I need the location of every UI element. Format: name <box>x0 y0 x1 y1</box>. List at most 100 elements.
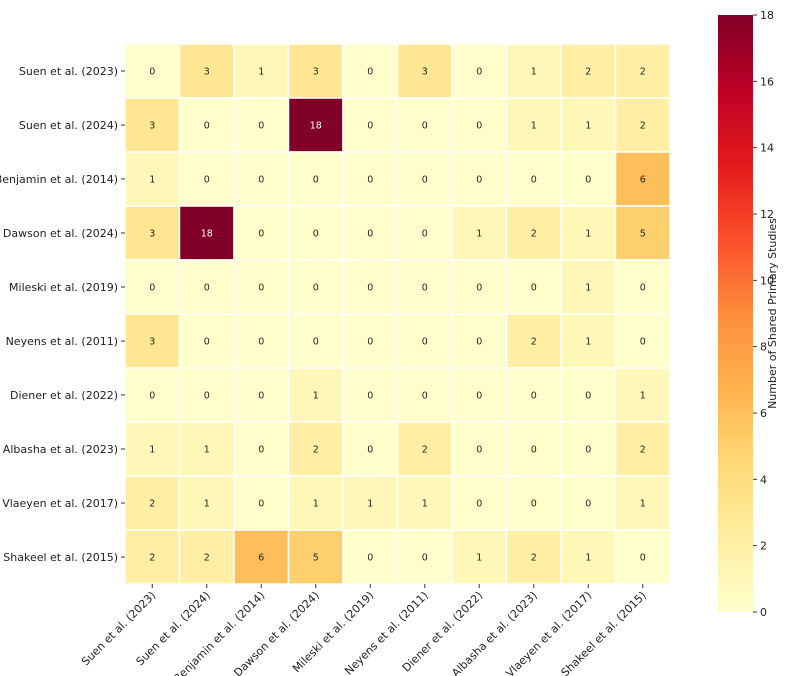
cell-value-label: 0 <box>422 553 428 564</box>
colorbar-tick-label: 18 <box>760 9 774 22</box>
heatmap-cell <box>396 529 453 585</box>
cell-value-label: 0 <box>476 175 482 186</box>
heatmap-cell <box>342 313 399 369</box>
cell-value-label: 1 <box>367 499 373 510</box>
colorbar-gradient <box>718 15 753 612</box>
cell-value-label: 0 <box>531 283 537 294</box>
heatmap-cell <box>614 151 671 207</box>
cell-value-label: 1 <box>204 445 210 456</box>
y-tick-label: Vlaeyen et al. (2017) <box>2 497 118 510</box>
colorbar-tick-label: 16 <box>760 75 774 88</box>
cell-value-label: 0 <box>476 499 482 510</box>
cell-value-label: 0 <box>258 283 264 294</box>
cell-value-label: 0 <box>367 553 373 564</box>
heatmap-cell <box>178 475 235 531</box>
cell-value-label: 2 <box>204 553 210 564</box>
cell-value-label: 1 <box>531 67 537 78</box>
cell-value-label: 1 <box>585 553 591 564</box>
heatmap-cell <box>233 421 290 477</box>
cell-value-label: 0 <box>585 445 591 456</box>
y-axis-tick-labels: Suen et al. (2023) Suen et al. (2024) Benj… <box>0 65 125 564</box>
cell-value-label: 1 <box>640 391 646 402</box>
cell-value-label: 0 <box>585 175 591 186</box>
cell-value-label: 0 <box>367 67 373 78</box>
heatmap-cell <box>287 367 344 423</box>
heatmap-cell <box>178 151 235 207</box>
cell-value-label: 0 <box>204 175 210 186</box>
heatmap-cell <box>560 421 617 477</box>
cell-value-label: 0 <box>476 445 482 456</box>
heatmap-cell <box>505 43 562 99</box>
cell-value-label: 2 <box>313 445 319 456</box>
heatmap-cell <box>178 421 235 477</box>
heatmap-cell <box>233 313 290 369</box>
heatmap-cell <box>451 259 508 315</box>
cell-value-label: 2 <box>640 445 646 456</box>
cell-value-label: 0 <box>531 391 537 402</box>
heatmap-cell <box>505 529 562 585</box>
y-tick-label: Suen et al. (2024) <box>19 119 118 132</box>
colorbar-tick-label: 0 <box>760 606 767 619</box>
cell-value-label: 5 <box>313 553 319 564</box>
heatmap-cell <box>124 529 181 585</box>
cell-value-label: 1 <box>476 229 482 240</box>
cell-value-label: 18 <box>201 229 213 240</box>
heatmap-cell <box>396 313 453 369</box>
colorbar: 0 2 4 6 8 10 12 14 16 18 Number of Shared Primary… <box>718 9 779 619</box>
colorbar-tick-label: 4 <box>760 473 767 486</box>
heatmap-cell <box>178 259 235 315</box>
heatmap-cell <box>124 367 181 423</box>
cell-value-label: 0 <box>422 229 428 240</box>
cell-value-label: 0 <box>531 445 537 456</box>
heatmap-cell <box>505 367 562 423</box>
heatmap-cell <box>560 529 617 585</box>
cell-value-label: 0 <box>531 499 537 510</box>
heatmap-cell <box>614 475 671 531</box>
heatmap-cell <box>178 97 235 153</box>
cell-value-label: 0 <box>476 391 482 402</box>
heatmap-cell <box>451 205 508 261</box>
cell-value-label: 1 <box>640 499 646 510</box>
cell-value-label: 0 <box>367 283 373 294</box>
heatmap-cell <box>124 313 181 369</box>
cell-value-label: 0 <box>313 283 319 294</box>
cell-value-label: 0 <box>531 175 537 186</box>
heatmap-cell <box>342 259 399 315</box>
cell-value-label: 0 <box>476 121 482 132</box>
cell-value-label: 2 <box>640 121 646 132</box>
y-tick-label: Dawson et al. (2024) <box>3 227 118 240</box>
heatmap-cell <box>560 313 617 369</box>
heatmap-cell <box>505 421 562 477</box>
y-tick-label: Neyens et al. (2011) <box>6 335 118 348</box>
heatmap-cell <box>396 367 453 423</box>
cell-value-label: 0 <box>258 337 264 348</box>
heatmap-cell <box>342 421 399 477</box>
colorbar-tick-label: 14 <box>760 142 774 155</box>
cell-value-label: 0 <box>204 337 210 348</box>
heatmap-cell <box>505 475 562 531</box>
cell-value-label: 0 <box>367 121 373 132</box>
heatmap-cell <box>124 205 181 261</box>
cell-value-label: 0 <box>258 391 264 402</box>
cell-value-label: 0 <box>313 229 319 240</box>
cell-value-label: 1 <box>585 337 591 348</box>
cell-value-label: 0 <box>258 175 264 186</box>
heatmap-cell <box>451 475 508 531</box>
heatmap-cell <box>614 97 671 153</box>
cell-value-label: 5 <box>640 229 646 240</box>
cell-value-label: 0 <box>204 283 210 294</box>
cell-value-label: 1 <box>476 553 482 564</box>
cell-value-label: 0 <box>204 121 210 132</box>
cell-value-label: 0 <box>258 499 264 510</box>
cell-value-label: 0 <box>640 283 646 294</box>
cell-value-label: 2 <box>531 337 537 348</box>
cell-value-label: 3 <box>313 67 319 78</box>
cell-value-label: 3 <box>149 337 155 348</box>
cell-value-label: 1 <box>313 391 319 402</box>
heatmap-cell <box>178 43 235 99</box>
cell-value-label: 0 <box>367 445 373 456</box>
cell-value-label: 2 <box>531 229 537 240</box>
cell-value-label: 0 <box>640 337 646 348</box>
cell-value-label: 1 <box>149 445 155 456</box>
